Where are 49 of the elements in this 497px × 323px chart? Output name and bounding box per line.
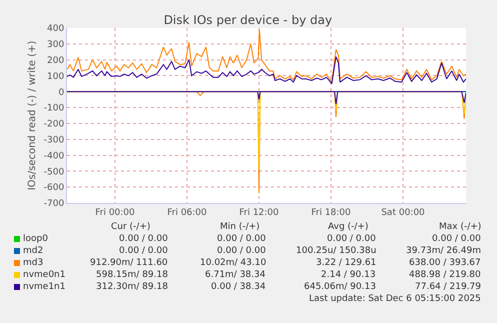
text: 77.64 / 219.79 (415, 282, 482, 292)
text: 39.73m/ 26.49m (406, 246, 481, 256)
y-tick-label: 200 (47, 56, 64, 66)
y-tick-label: -400 (44, 151, 64, 162)
y-tick-label: -100 (44, 104, 64, 114)
legend-label: nvme0n1 (23, 270, 66, 280)
y-tick-label: -500 (44, 167, 64, 178)
legend-label: loop0 (23, 234, 48, 244)
text: 0.00 / 0.00 (217, 234, 266, 244)
x-tick-label: Fri 06:00 (167, 208, 208, 218)
y-tick-label: -200 (44, 120, 64, 130)
y-tick-label: -300 (44, 136, 64, 146)
legend-label: nvme1n1 (23, 282, 66, 292)
y-tick-label: -600 (44, 183, 64, 194)
text: 638.00 / 393.67 (409, 258, 481, 268)
text: 912.90m/ 111.60 (90, 258, 168, 268)
x-tick-label: Fri 18:00 (311, 208, 352, 218)
legend-label: md2 (23, 246, 44, 256)
x-tick-label: Fri 00:00 (95, 208, 136, 218)
text: 0.00 / 0.00 (217, 246, 266, 256)
text: 0.00 / 0.00 (119, 234, 168, 244)
text: 2.14 / 90.13 (321, 270, 376, 280)
chart-title: Disk IOs per device - by day (164, 13, 332, 28)
text: Cur (-/+) (111, 222, 150, 232)
text: 0.00 / 0.00 (432, 234, 482, 244)
y-tick-label: 400 (47, 24, 64, 34)
y-tick-label: -700 (44, 199, 64, 210)
text: 0.00 / 0.00 (119, 246, 168, 256)
x-tick-label: Fri 12:00 (239, 208, 280, 218)
text: 100.25u/ 150.38u (296, 246, 376, 256)
text: 6.71m/ 38.34 (205, 270, 266, 280)
text: 598.15m/ 89.18 (96, 270, 168, 280)
y-tick-label: 0 (58, 88, 64, 98)
text: 0.00 / 38.34 (211, 282, 266, 292)
y-tick-label: 300 (47, 40, 64, 50)
text: 488.98 / 219.80 (409, 270, 482, 280)
x-tick-label: Sat 00:00 (381, 208, 426, 218)
text: 10.02m/ 43.10 (200, 258, 266, 268)
text: Avg (-/+) (328, 222, 368, 232)
text: 0.00 / 0.00 (327, 234, 376, 244)
text: 645.06m/ 90.13 (304, 282, 376, 292)
text: Last update: Sat Dec 6 05:15:00 2025 (309, 294, 481, 304)
text: Max (-/+) (439, 222, 482, 232)
y-axis-title: IOs/second read (-) / write (+) (26, 40, 38, 190)
text: 3.22 / 129.61 (316, 258, 376, 268)
text: 312.30m/ 89.18 (96, 282, 168, 292)
text: Min (-/+) (220, 222, 260, 232)
y-tick-label: 100 (47, 72, 64, 82)
legend-label: md3 (23, 258, 44, 268)
